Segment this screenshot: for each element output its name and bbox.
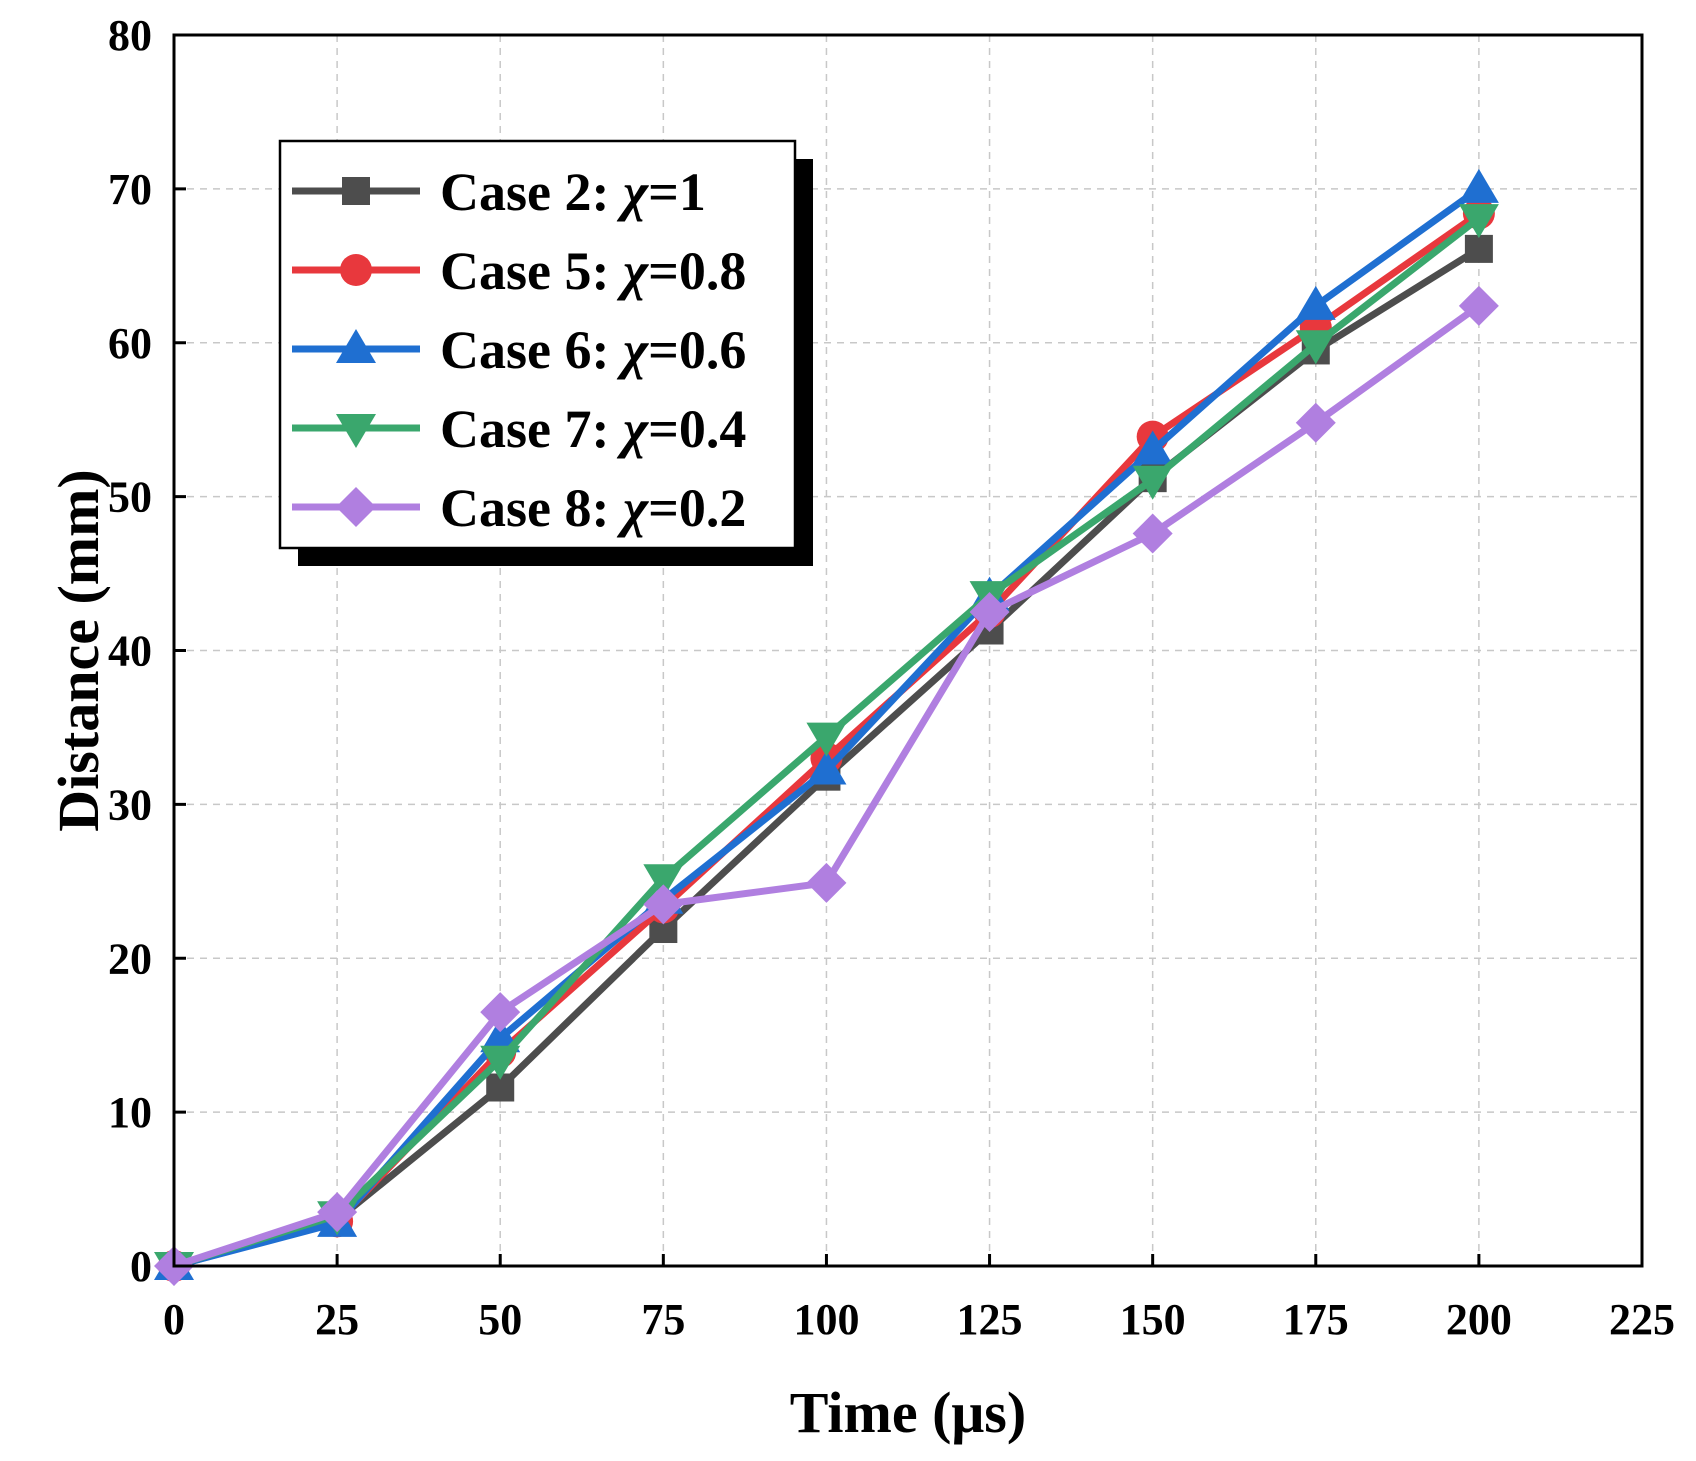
x-tick-label-75: 75 [641,1295,685,1344]
legend-item-3: Case 6: χ=0.6 [292,320,746,380]
legend-item-4: Case 7: χ=0.4 [292,399,746,459]
x-tick-label-0: 0 [163,1295,185,1344]
data-point-4-175 [1295,330,1336,365]
y-tick-label-60: 60 [108,319,152,368]
legend-label-value: =0.4 [648,399,746,459]
legend-marker-4 [336,414,376,448]
legend-item-1: Case 2: χ=1 [292,162,706,222]
legend-label-2: Case 5: χ=0.8 [440,241,746,301]
legend-label-5: Case 8: χ=0.2 [440,478,746,538]
y-tick-label-30: 30 [108,780,152,829]
data-point-3-150 [1132,430,1173,465]
axis-ticks: 0 25 50 75 100 125 150 175 200 225 0 10 20 30 40 50 60 70… [108,11,1675,1344]
y-tick-label-10: 10 [108,1088,152,1137]
x-tick-label-50: 50 [478,1295,522,1344]
legend-label-3: Case 6: χ=0.6 [440,320,746,380]
legend-label-1: Case 2: χ=1 [440,162,706,222]
legend-label-4: Case 7: χ=0.4 [440,399,746,459]
data-point-3-100 [806,750,847,785]
legend-label-value: =0.6 [648,320,746,380]
y-tick-label-20: 20 [108,934,152,983]
y-axis-title: Distance (mm) [46,469,111,831]
x-tick-label-100: 100 [793,1295,859,1344]
x-tick-label-25: 25 [315,1295,359,1344]
data-point-5-50 [480,992,521,1033]
legend-label-value: =1 [648,162,706,222]
y-tick-label-80: 80 [108,11,152,60]
data-point-5-200 [1458,285,1499,326]
data-point-4-100 [806,722,847,757]
legend-label-prefix: Case 6: [440,320,623,380]
legend-marker-5 [336,487,376,527]
legend-item-5: Case 8: χ=0.2 [292,478,746,538]
legend-label-prefix: Case 8: [440,478,623,538]
legend-label-value: =0.8 [648,241,746,301]
data-point-4-200 [1458,204,1499,239]
legend-box [278,139,797,550]
y-tick-label-40: 40 [108,627,152,676]
y-tick-label-70: 70 [108,165,152,214]
x-tick-label-125: 125 [957,1295,1023,1344]
data-point-5-150 [1132,513,1173,554]
data-point-5-175 [1295,402,1336,443]
series-layer [154,168,1499,1286]
data-point-4-50 [480,1045,521,1080]
legend-marker-3 [336,329,376,363]
x-axis-title: Time (μs) [790,1380,1026,1445]
x-tick-label-150: 150 [1120,1295,1186,1344]
data-point-4-150 [1132,465,1173,500]
data-point-3-175 [1295,285,1336,320]
data-point-3-200 [1458,168,1499,203]
data-point-4-75 [643,864,684,899]
legend-label-prefix: Case 5: [440,241,623,301]
x-tick-label-175: 175 [1283,1295,1349,1344]
data-point-5-100 [806,862,847,903]
legend-label-prefix: Case 7: [440,399,623,459]
legend-label-value: =0.2 [648,478,746,538]
data-point-1-200 [1464,234,1493,263]
x-tick-label-200: 200 [1446,1295,1512,1344]
data-point-5-125 [969,592,1010,633]
grid-lines [174,35,1642,1266]
data-point-5-25 [317,1192,358,1233]
y-tick-label-50: 50 [108,473,152,522]
legend-marker-1 [342,177,370,205]
y-tick-label-0: 0 [130,1242,152,1291]
x-tick-label-225: 225 [1609,1295,1675,1344]
legend-label-prefix: Case 2: [440,162,623,222]
legend-marker-2 [340,254,372,286]
legend-item-2: Case 5: χ=0.8 [292,241,746,301]
data-point-5-75 [643,884,684,925]
